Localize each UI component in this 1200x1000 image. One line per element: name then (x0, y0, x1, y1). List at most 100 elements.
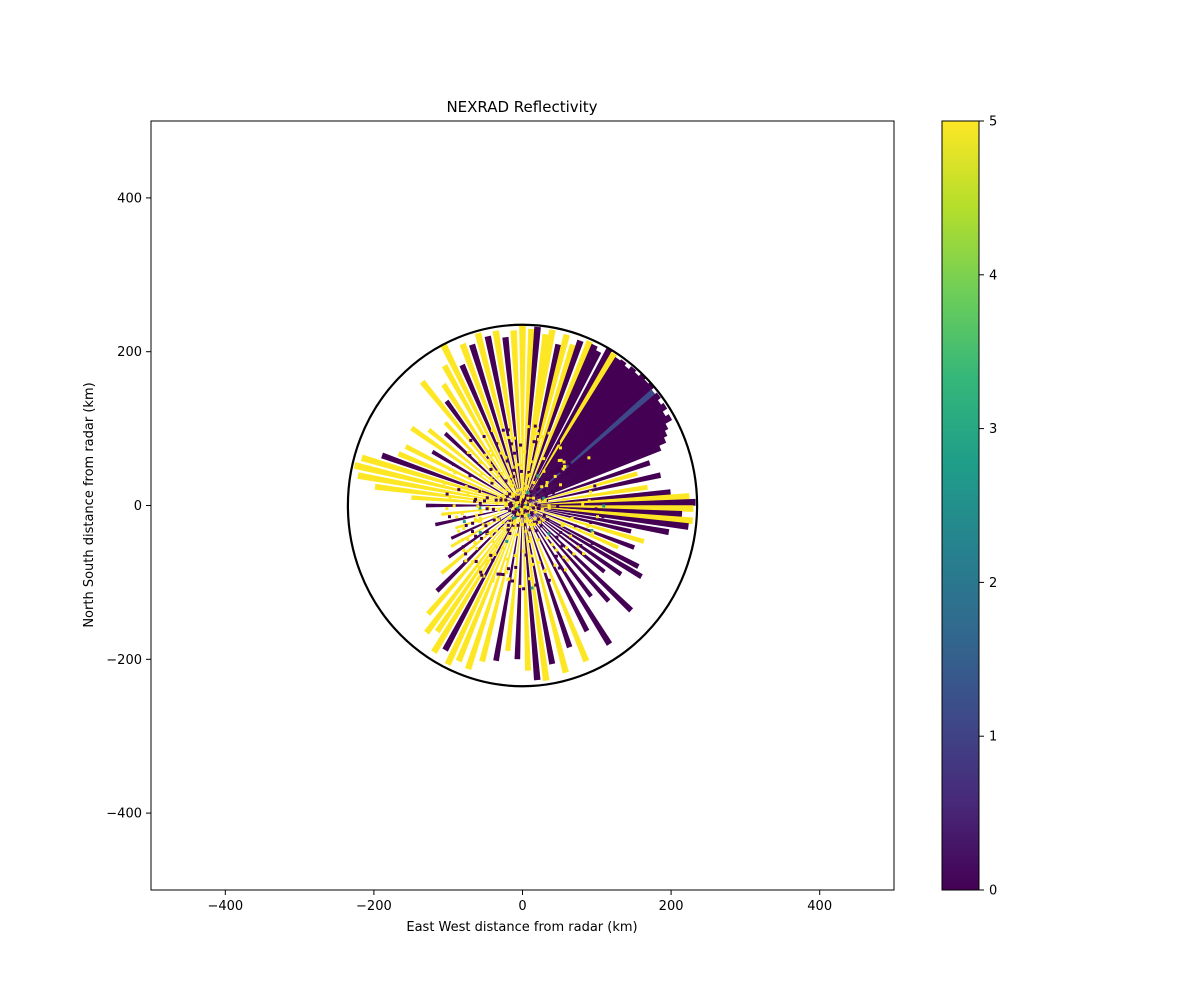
clutter-cell (506, 528, 510, 532)
clutter-cell (495, 442, 499, 446)
clutter-cell (547, 532, 551, 536)
clutter-cell (466, 538, 470, 541)
ray-14 (524, 357, 621, 502)
clutter-cell (594, 507, 598, 511)
clutter-cell (521, 474, 525, 478)
clutter-cell (524, 502, 528, 506)
clutter-cell (542, 514, 546, 517)
ray-49 (526, 507, 643, 579)
clutter-cell (487, 458, 491, 462)
ray-90 (381, 452, 519, 505)
clutter-cell (499, 487, 503, 491)
clutter-cell (519, 463, 523, 467)
clutter-cell (559, 483, 562, 487)
clutter-cell (501, 546, 505, 550)
clutter-cell (511, 483, 515, 487)
ray-52 (525, 508, 634, 613)
clutter-cell (528, 536, 532, 539)
reflectivity-clutter (442, 424, 606, 591)
ray-69 (455, 509, 521, 663)
ray-73 (434, 509, 520, 634)
clutter-cell (578, 528, 582, 532)
y-axis-label: North South distance from radar (km) (82, 382, 97, 627)
clutter-cell (505, 488, 509, 491)
colorbar-frame (941, 120, 980, 891)
clutter-cell (563, 465, 567, 469)
clutter-cell (507, 567, 510, 571)
clutter-cell (525, 517, 529, 521)
clutter-cell (474, 560, 478, 563)
clutter-cell (537, 507, 541, 511)
ray-18 (525, 371, 640, 503)
clutter-cell (523, 450, 527, 454)
ray-57 (524, 509, 590, 663)
clutter-cell (505, 494, 509, 498)
clutter-cell (526, 491, 530, 494)
ray-100 (441, 382, 521, 502)
clutter-cell (504, 479, 508, 483)
clutter-cell (562, 460, 566, 464)
clutter-cell (526, 509, 529, 513)
clutter-cell (532, 504, 536, 508)
clutter-cell (526, 425, 530, 429)
clutter-cell (581, 502, 585, 506)
clutter-cell (475, 490, 479, 493)
clutter-cell (501, 428, 505, 432)
ray-76 (435, 508, 520, 593)
x-tick-label: 400 (807, 899, 832, 914)
clutter-cell (460, 538, 464, 542)
clutter-cell (526, 506, 530, 510)
clutter-cell (540, 485, 544, 489)
clutter-cell (448, 515, 451, 519)
clutter-cell (532, 440, 536, 444)
clutter-cell (565, 546, 568, 550)
clutter-cell (530, 523, 534, 527)
ray-11 (524, 349, 602, 502)
y-tick-label: 200 (117, 345, 142, 360)
ray-0 (519, 324, 526, 501)
clutter-cell (519, 469, 523, 473)
clutter-cell (537, 517, 541, 521)
ray-87 (357, 472, 519, 505)
clutter-cell (513, 519, 517, 523)
ray-2 (522, 326, 541, 501)
ray-91 (397, 451, 519, 504)
clutter-cell (516, 463, 520, 467)
clutter-cell (487, 460, 491, 464)
clutter-cell (489, 464, 493, 468)
clutter-cell (506, 523, 510, 527)
clutter-cell (482, 435, 486, 438)
clutter-cell (520, 514, 524, 518)
ray-101 (441, 364, 521, 502)
clutter-cell (590, 541, 594, 545)
clutter-cell (485, 507, 489, 511)
clutter-cell (527, 519, 531, 523)
clutter-cell (560, 523, 564, 527)
clutter-cell (520, 511, 524, 515)
clutter-cell (508, 505, 512, 509)
ray-53 (525, 508, 611, 603)
clutter-cell (474, 497, 478, 501)
clutter-cell (480, 472, 484, 476)
clutter-cell (489, 553, 493, 557)
clutter-cell (500, 527, 504, 530)
clutter-cell (566, 558, 570, 562)
y-tick-label: 400 (117, 191, 142, 206)
ray-83 (441, 505, 519, 516)
clutter-cell (457, 529, 461, 533)
clutter-cell (526, 474, 530, 478)
clutter-cell (516, 493, 520, 497)
clutter-cell (478, 461, 482, 464)
clutter-cell (497, 508, 501, 512)
clutter-cell (528, 523, 532, 526)
clutter-cell (455, 515, 459, 519)
chart-title: NEXRAD Reflectivity (446, 98, 597, 116)
ray-33 (526, 471, 638, 505)
clutter-cell (550, 470, 554, 474)
clutter-cell (530, 513, 534, 517)
clutter-cell (524, 553, 528, 557)
clutter-cell (519, 488, 523, 491)
clutter-cell (517, 446, 521, 450)
ray-17 (525, 366, 637, 502)
